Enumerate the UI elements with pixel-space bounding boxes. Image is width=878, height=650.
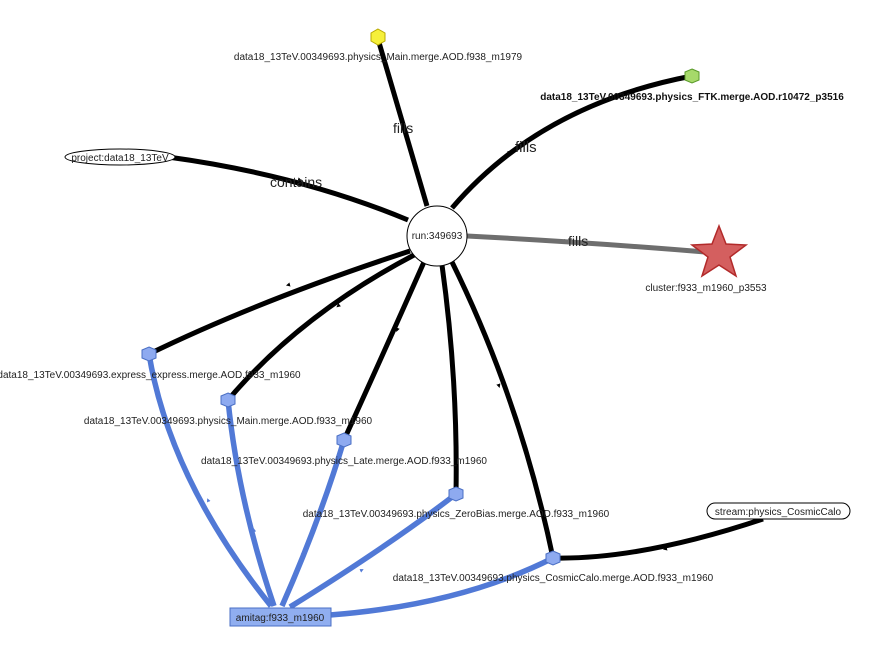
edge-run-to-late <box>341 260 427 442</box>
red-star-icon[interactable] <box>689 223 749 278</box>
edge-amitag-to-late <box>279 439 347 608</box>
run-node-label: run:349693 <box>412 231 463 242</box>
edge-run-to-cosmiccalo <box>449 260 556 559</box>
main-f938-node-label: data18_13TeV.00349693.physics_Main.merge… <box>234 52 523 63</box>
edge-amitag-to-zerobias <box>288 491 458 610</box>
edge-label-fills-ftk: fills <box>515 139 537 156</box>
late-node-label: data18_13TeV.00349693.physics_Late.merge… <box>201 456 487 467</box>
edge-amitag-to-express <box>146 353 274 608</box>
project-node[interactable] <box>64 148 176 166</box>
edge-run-to-main-f933 <box>226 252 416 402</box>
edge-label-fills-main-f938: fills <box>393 120 413 136</box>
edge-run-to-main-f938 <box>375 38 430 207</box>
edge-run-to-zerobias <box>439 264 459 495</box>
blue-hexagon-icon[interactable] <box>220 392 236 408</box>
edges <box>146 38 764 618</box>
amitag-node[interactable] <box>229 607 332 627</box>
amitag-node-label: amitag:f933_m1960 <box>236 613 325 624</box>
blue-hexagon-icon[interactable] <box>448 486 464 502</box>
edge-label-fills-cluster: fills <box>568 233 588 249</box>
main-f933-node-label: data18_13TeV.00349693.physics_Main.merge… <box>84 416 373 427</box>
blue-hexagon-icon[interactable] <box>141 346 157 362</box>
project-node-label: project:data18_13TeV <box>71 153 169 164</box>
green-hexagon-icon[interactable] <box>684 68 700 84</box>
edge-run-to-ftk <box>450 73 693 210</box>
cluster-node-label: cluster:f933_m1960_p3553 <box>645 283 767 294</box>
edge-amitag-to-cosmiccalo <box>329 555 555 618</box>
yellow-hexagon-icon[interactable] <box>370 28 386 46</box>
zerobias-node-label: data18_13TeV.00349693.physics_ZeroBias.m… <box>303 509 610 520</box>
cosmiccalo-node-label: data18_13TeV.00349693.physics_CosmicCalo… <box>393 573 714 584</box>
edge-stream-to-cosmiccalo <box>552 516 764 561</box>
blue-hexagon-icon[interactable] <box>545 550 561 566</box>
stream-node-label: stream:physics_CosmicCalo <box>715 507 842 518</box>
express-node-label: data18_13TeV.00349693.express_express.me… <box>0 370 301 381</box>
stream-node[interactable] <box>706 502 851 520</box>
edge-labels: contains fills fills fills <box>270 120 588 249</box>
run-node[interactable] <box>406 205 468 267</box>
blue-hexagon-icon[interactable] <box>336 432 352 448</box>
nodes: run:349693 project:data18_13TeV stream:p… <box>0 28 851 627</box>
edge-run-to-express <box>147 248 411 357</box>
edge-amitag-to-main-f933 <box>225 399 277 607</box>
edge-label-contains: contains <box>270 174 322 190</box>
edge-run-to-cluster <box>466 233 718 256</box>
edge-project-to-run <box>167 154 409 223</box>
ftk-node-label: data18_13TeV.00349693.physics_FTK.merge.… <box>540 92 844 103</box>
